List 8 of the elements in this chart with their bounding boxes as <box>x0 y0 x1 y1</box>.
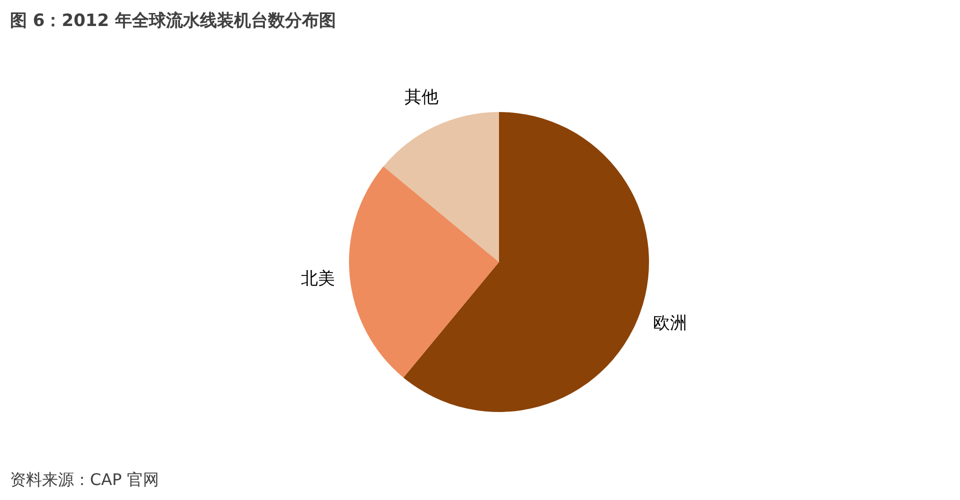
slice-label: 欧洲 <box>653 314 688 334</box>
pie-slice <box>349 166 499 378</box>
slice-label: 北美 <box>300 269 335 290</box>
chart-title: 图 6：2012 年全球流水线装机台数分布图 <box>10 11 336 31</box>
text: 资料来源：CAP 官网 <box>10 470 159 489</box>
pie-slice <box>383 112 499 262</box>
slice-label: 其他 <box>404 87 439 108</box>
pie-slice <box>403 112 649 412</box>
